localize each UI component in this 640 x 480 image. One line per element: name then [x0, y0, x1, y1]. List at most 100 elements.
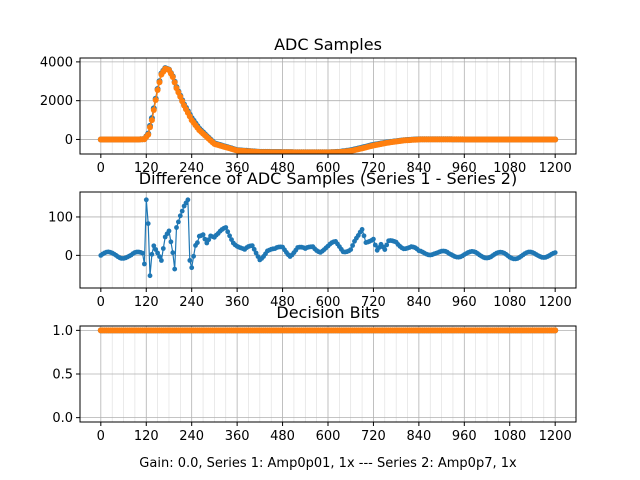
- data-point: [143, 197, 149, 203]
- data-point: [187, 258, 193, 263]
- x-tick-label: 1200: [539, 429, 572, 444]
- x-axis: 0 120 240 360 480 600 720 840 960 1080 1200: [97, 154, 572, 176]
- y-tick-label: 0: [65, 133, 73, 148]
- x-tick-label: 960: [452, 161, 477, 176]
- x-tick-label: 720: [361, 295, 386, 310]
- x-tick-label: 600: [316, 161, 341, 176]
- y-axis: 0.0 0.5 1.0: [52, 324, 80, 426]
- y-axis: 0 2000 4000: [40, 55, 80, 148]
- data-point: [384, 242, 390, 248]
- x-tick-label: 0: [97, 429, 105, 444]
- x-tick-label: 120: [134, 295, 159, 310]
- data-point: [189, 265, 195, 271]
- x-tick-label: 720: [361, 429, 386, 444]
- chart-title: Difference of ADC Samples (Series 1 - Se…: [139, 169, 517, 188]
- data-point: [169, 74, 176, 80]
- data-point: [155, 250, 161, 256]
- x-axis: 0 120 240 360 480 600 720 840 960 1080 1200: [97, 422, 572, 444]
- y-tick-label: 2000: [40, 94, 73, 109]
- data-point: [225, 229, 231, 235]
- data-point: [176, 219, 181, 225]
- data-point: [359, 227, 365, 232]
- x-tick-label: 1200: [539, 295, 572, 310]
- data-point: [223, 225, 229, 230]
- data-point: [160, 246, 166, 251]
- data-point: [191, 253, 197, 259]
- x-axis-label: Gain: 0.0, Series 1: Amp0p01, 1x --- Ser…: [139, 456, 517, 471]
- y-tick-label: 0.0: [52, 411, 73, 426]
- x-tick-label: 480: [270, 295, 295, 310]
- x-tick-label: 240: [179, 161, 204, 176]
- data-point: [148, 117, 155, 124]
- x-tick-label: 120: [134, 161, 159, 176]
- data-point: [171, 79, 178, 86]
- grid: [80, 192, 576, 288]
- x-tick-label: 360: [225, 429, 250, 444]
- x-tick-label: 720: [361, 161, 386, 176]
- x-tick-label: 840: [406, 161, 431, 176]
- series-2: [97, 65, 559, 154]
- data-point: [145, 221, 151, 227]
- data-point: [200, 232, 206, 238]
- data-point: [372, 242, 378, 248]
- data-point: [350, 243, 355, 248]
- data-point: [156, 79, 163, 86]
- data-point: [185, 197, 191, 203]
- data-point: [348, 247, 354, 253]
- series-1: [98, 197, 558, 279]
- data-point: [152, 97, 159, 103]
- decision-bits-panel: 0 120 240 360 480 600 720 840 960 1080 1200 0.0 0.5 1…: [52, 303, 577, 471]
- data-point: [253, 250, 259, 256]
- x-tick-label: 480: [270, 161, 295, 176]
- y-tick-label: 0.5: [52, 368, 73, 383]
- x-tick-label: 360: [225, 295, 250, 310]
- data-point: [552, 250, 558, 256]
- data-point: [140, 250, 145, 256]
- x-tick-label: 240: [179, 295, 204, 310]
- x-tick-label: 1080: [493, 161, 526, 176]
- data-point: [174, 225, 179, 230]
- chart-title: Decision Bits: [276, 303, 379, 322]
- data-point: [149, 251, 155, 257]
- data-point: [179, 208, 185, 214]
- x-tick-label: 960: [452, 429, 477, 444]
- data-point: [371, 236, 376, 242]
- data-point: [168, 239, 174, 245]
- data-point: [166, 228, 172, 234]
- data-point: [154, 87, 161, 93]
- data-point: [153, 247, 159, 252]
- x-tick-label: 840: [406, 429, 431, 444]
- data-point: [172, 266, 178, 272]
- data-point: [249, 243, 255, 249]
- data-point: [150, 107, 157, 113]
- data-point: [142, 261, 147, 267]
- x-tick-label: 840: [406, 295, 431, 310]
- x-tick-label: 600: [316, 295, 341, 310]
- data-point: [170, 250, 176, 256]
- x-tick-label: 1080: [493, 295, 526, 310]
- data-point: [552, 136, 559, 143]
- y-tick-label: 0: [65, 249, 73, 264]
- y-tick-label: 1.0: [52, 324, 73, 339]
- data-point: [147, 124, 153, 131]
- x-tick-label: 1080: [493, 429, 526, 444]
- data-point: [157, 254, 162, 259]
- data-point: [382, 247, 388, 253]
- data-point: [159, 258, 164, 263]
- x-tick-label: 240: [179, 429, 204, 444]
- data-point: [151, 243, 157, 249]
- data-point: [202, 236, 208, 242]
- data-point: [177, 213, 183, 219]
- data-point: [361, 233, 367, 239]
- chart-title: ADC Samples: [274, 35, 382, 54]
- x-tick-label: 360: [225, 161, 250, 176]
- x-tick-label: 120: [134, 429, 159, 444]
- data-point: [227, 233, 233, 239]
- x-tick-label: 960: [452, 295, 477, 310]
- y-tick-label: 4000: [40, 55, 73, 70]
- data-point: [552, 327, 559, 334]
- x-tick-label: 480: [270, 429, 295, 444]
- data-point: [195, 240, 200, 246]
- x-tick-label: 0: [97, 295, 105, 310]
